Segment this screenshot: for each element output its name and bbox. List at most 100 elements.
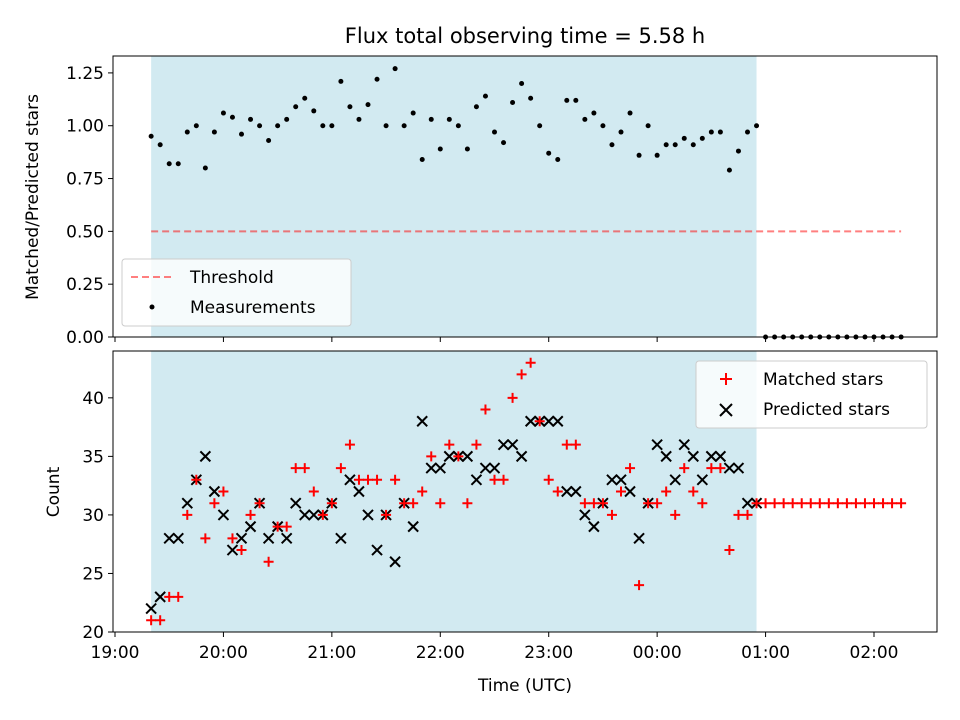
measurement-point bbox=[365, 102, 371, 108]
matched-star-point bbox=[363, 474, 373, 485]
bottom-y-tick-label: 35 bbox=[82, 447, 104, 467]
measurement-point bbox=[754, 123, 760, 129]
matched-star-point bbox=[697, 498, 708, 509]
matched-star-point bbox=[561, 439, 572, 450]
measurement-point bbox=[546, 150, 552, 156]
predicted-star-point bbox=[524, 415, 537, 427]
matched-star-point bbox=[507, 392, 518, 403]
matched-star-point bbox=[597, 498, 608, 509]
predicted-star-point bbox=[262, 532, 275, 545]
matched-star-point bbox=[462, 498, 473, 509]
top-panel-frame bbox=[112, 55, 938, 338]
matched-star-point bbox=[444, 439, 455, 450]
matched-star-point bbox=[625, 463, 636, 474]
top-y-tick-label: 0.00 bbox=[66, 328, 104, 348]
matched-star-point bbox=[399, 498, 410, 509]
measurement-point bbox=[645, 123, 651, 129]
matched-star-point bbox=[706, 463, 717, 474]
measurement-point bbox=[528, 95, 534, 101]
predicted-star-point bbox=[434, 462, 446, 474]
matched-star-point bbox=[814, 498, 825, 509]
matched-star-point bbox=[588, 498, 599, 509]
matched-star-point bbox=[290, 463, 301, 474]
matched-star-point bbox=[200, 533, 211, 544]
measurement-point bbox=[537, 123, 543, 129]
measurement-point bbox=[347, 104, 353, 110]
matched-star-point bbox=[489, 474, 500, 485]
matched-star-point bbox=[661, 486, 672, 497]
measurement-point bbox=[455, 123, 461, 129]
matched-star-point bbox=[887, 498, 898, 509]
matched-star-point bbox=[498, 474, 509, 485]
matched-star-point bbox=[308, 486, 319, 497]
bottom-y-tick-label: 20 bbox=[82, 623, 104, 643]
measurement-point bbox=[374, 76, 380, 82]
matched-star-point bbox=[796, 498, 807, 509]
matched-star-point bbox=[570, 439, 581, 450]
predicted-star-point bbox=[470, 474, 483, 486]
measurement-point bbox=[591, 110, 597, 116]
predicted-star-point bbox=[163, 532, 175, 545]
predicted-star-point bbox=[416, 415, 428, 427]
measurement-point bbox=[681, 135, 687, 141]
measurement-point bbox=[184, 129, 190, 135]
predicted-star-point bbox=[669, 474, 681, 486]
predicted-star-point bbox=[696, 474, 709, 486]
matched-star-point bbox=[715, 463, 726, 474]
measurement-point bbox=[175, 161, 181, 167]
matched-star-point bbox=[344, 439, 355, 450]
matched-star-point bbox=[760, 498, 771, 509]
predicted-star-point bbox=[624, 485, 636, 498]
measurement-point bbox=[654, 152, 660, 158]
matched-star-point bbox=[552, 486, 563, 497]
predicted-star-point bbox=[425, 462, 437, 474]
matched-star-point bbox=[317, 509, 328, 520]
matched-star-point bbox=[616, 486, 626, 497]
predicted-star-point bbox=[443, 450, 456, 463]
predicted-star-point bbox=[280, 532, 293, 545]
measurement-point bbox=[293, 104, 299, 110]
predicted-star-point bbox=[561, 485, 573, 498]
measurement-point bbox=[338, 78, 344, 84]
matched-star-point bbox=[823, 498, 834, 509]
predicted-star-point bbox=[678, 438, 690, 451]
top-y-tick-label: 1.25 bbox=[66, 64, 104, 84]
top-y-tick-label: 0.25 bbox=[66, 275, 104, 295]
top-legend-box bbox=[121, 258, 352, 327]
matched-star-point bbox=[733, 509, 744, 520]
predicted-star-point bbox=[714, 450, 727, 463]
matched-star-point bbox=[155, 615, 166, 626]
matched-star-point bbox=[281, 521, 292, 532]
matched-star-point bbox=[453, 451, 464, 462]
measurement-point bbox=[329, 123, 335, 129]
bottom-y-axis-label: Count bbox=[44, 466, 64, 517]
predicted-star-point bbox=[606, 474, 618, 486]
predicted-star-point bbox=[687, 450, 699, 463]
matched-star-point bbox=[218, 486, 229, 497]
matched-legend-label: Matched stars bbox=[763, 370, 883, 390]
matched-star-point bbox=[480, 404, 491, 415]
measurement-point bbox=[148, 133, 154, 139]
matched-star-point bbox=[850, 498, 861, 509]
matched-star-point bbox=[878, 498, 889, 509]
predicted-star-point bbox=[353, 485, 365, 498]
predicted-star-point bbox=[479, 462, 492, 474]
matched-star-point bbox=[417, 486, 428, 497]
bottom-legend-box bbox=[695, 360, 928, 429]
measurement-point bbox=[446, 116, 452, 122]
matched-star-point bbox=[146, 615, 157, 626]
predicted-star-point bbox=[362, 509, 374, 521]
predicted-star-point bbox=[290, 497, 302, 509]
measurement-point bbox=[609, 142, 615, 148]
x-tick-label: 19:00 bbox=[91, 643, 140, 663]
predicted-star-point bbox=[308, 509, 320, 521]
top-y-axis-label: Matched/Predicted stars bbox=[23, 94, 43, 300]
matched-star-point bbox=[832, 498, 843, 509]
matched-star-point bbox=[209, 498, 220, 509]
measurement-point bbox=[699, 135, 705, 141]
measurement-point bbox=[717, 129, 723, 135]
predicted-star-point bbox=[579, 509, 591, 521]
predicted-star-point bbox=[244, 520, 257, 533]
predicted-star-point bbox=[660, 450, 672, 463]
predicted-star-point bbox=[588, 520, 600, 533]
